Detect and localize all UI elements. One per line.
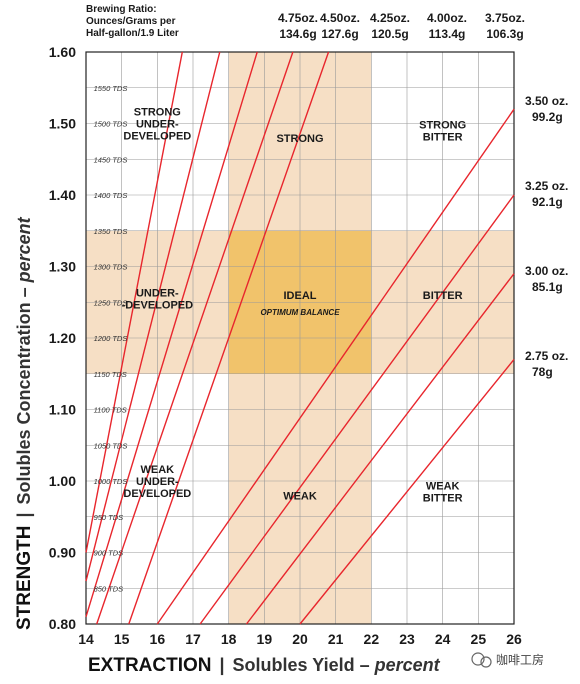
zone-label: UNDER- bbox=[136, 476, 179, 488]
tds-label: 1200 TDS bbox=[94, 334, 128, 343]
y-tick-label: 1.40 bbox=[49, 187, 76, 203]
y-tick-label: 0.80 bbox=[49, 616, 76, 632]
tds-label: 1300 TDS bbox=[94, 263, 128, 272]
ratio-line-4 bbox=[96, 51, 294, 625]
ratio-line-3.5 bbox=[156, 108, 515, 625]
ratio-line-4.25 bbox=[85, 51, 258, 618]
tds-labels: 1550 TDS 1500 TDS 1450 TDS 1400 TDS 1350 TDS… bbox=[94, 84, 128, 594]
top-ratio-oz: 4.50oz. bbox=[320, 11, 360, 25]
x-tick-label: 24 bbox=[435, 631, 451, 647]
y-tick-label: 1.10 bbox=[49, 402, 76, 418]
right-ratio-g: 85.1g bbox=[532, 280, 563, 294]
ideal-sublabel: OPTIMUM BALANCE bbox=[260, 308, 340, 317]
tds-label: 1450 TDS bbox=[94, 155, 128, 164]
right-ratio-oz: 3.00 oz. bbox=[525, 264, 568, 278]
zone-label: STRONG bbox=[419, 120, 466, 132]
zone-label: BITTER bbox=[423, 493, 463, 505]
x-tick-label: 21 bbox=[328, 631, 344, 647]
ratio-lines bbox=[85, 51, 515, 625]
y-axis-title: STRENGTH|Solubles Concentration – percen… bbox=[14, 216, 35, 630]
x-tick-label: 19 bbox=[257, 631, 273, 647]
top-ratio-g: 113.4g bbox=[429, 27, 466, 41]
right-ratio-oz: 2.75 oz. bbox=[525, 349, 568, 363]
zone-label: WEAK bbox=[141, 464, 175, 476]
zone-label: UNDER- bbox=[136, 119, 179, 131]
x-tick-label: 23 bbox=[399, 631, 415, 647]
top-ratio-oz: 3.75oz. bbox=[485, 11, 525, 25]
right-ratio-oz: 3.50 oz. bbox=[525, 94, 568, 108]
tds-label: 900 TDS bbox=[94, 549, 124, 558]
zone-label: BITTER bbox=[423, 132, 463, 144]
y-tick-label: 1.30 bbox=[49, 259, 76, 275]
ratio-line-4.5 bbox=[85, 51, 221, 582]
x-tick-label: 16 bbox=[150, 631, 166, 647]
zone-label: WEAK bbox=[426, 481, 460, 493]
tds-label: 1400 TDS bbox=[94, 191, 128, 200]
tds-label: 1150 TDS bbox=[94, 370, 127, 379]
x-tick-label: 17 bbox=[185, 631, 201, 647]
y-tick-label: 1.60 bbox=[49, 44, 76, 60]
right-ratio-g: 78g bbox=[532, 365, 553, 379]
axis-ticks: 14 15 16 17 18 19 20 21 22 23 24 25 26 0.80 0.90 1.00 1.… bbox=[49, 44, 522, 647]
tds-label: 1050 TDS bbox=[94, 441, 128, 450]
x-tick-label: 14 bbox=[78, 631, 94, 647]
top-ratio-oz: 4.25oz. bbox=[370, 11, 410, 25]
top-ratio-oz: 4.00oz. bbox=[427, 11, 467, 25]
ratio-line-4.75 bbox=[85, 51, 183, 553]
tds-label: 850 TDS bbox=[94, 584, 124, 593]
tds-label: 1550 TDS bbox=[94, 84, 128, 93]
x-axis-title: EXTRACTION | Solubles Yield – percent bbox=[88, 655, 441, 676]
top-ratio-g: 106.3g bbox=[486, 27, 523, 41]
ratio-line-2.75 bbox=[299, 359, 515, 625]
right-ratio-oz: 3.25 oz. bbox=[525, 179, 568, 193]
zone-label: STRONG bbox=[276, 133, 323, 145]
top-ratio-oz: 4.75oz. bbox=[278, 11, 318, 25]
x-tick-label: 22 bbox=[364, 631, 380, 647]
zone-label: DEVELOPED bbox=[123, 131, 191, 143]
tds-label: 1000 TDS bbox=[94, 477, 128, 486]
top-ratio-g: 120.5g bbox=[371, 27, 408, 41]
x-tick-label: 18 bbox=[221, 631, 237, 647]
brewing-ratio-header-line: Ounces/Grams per bbox=[86, 16, 176, 27]
ratio-line-3.25 bbox=[199, 194, 515, 625]
watermark-text: 咖啡工房 bbox=[496, 652, 544, 667]
zone-label: STRONG bbox=[134, 107, 181, 119]
zone-label: UNDER- bbox=[136, 288, 179, 300]
top-ratio-g: 127.6g bbox=[321, 27, 358, 41]
tds-label: 1100 TDS bbox=[94, 406, 127, 415]
zone-label: BITTER bbox=[423, 290, 463, 302]
wechat-icon-bubble bbox=[480, 656, 492, 668]
x-tick-label: 15 bbox=[114, 631, 130, 647]
ratio-line-3.75 bbox=[128, 51, 330, 625]
x-tick-label: 26 bbox=[506, 631, 522, 647]
ratio-labels: 4.75oz. 134.6g 4.50oz. 127.6g 4.25oz. 120.5g 4… bbox=[278, 11, 568, 379]
right-ratio-g: 92.1g bbox=[532, 195, 563, 209]
y-tick-label: 0.90 bbox=[49, 545, 76, 561]
zone-label: DEVELOPED bbox=[123, 488, 191, 500]
top-ratio-g: 134.6g bbox=[279, 27, 316, 41]
zone-label: IDEAL bbox=[284, 290, 317, 302]
brewing-ratio-header: Brewing Ratio:Ounces/Grams perHalf-gallo… bbox=[86, 4, 179, 39]
zone-label: -DEVELOPED bbox=[122, 300, 194, 312]
x-tick-label: 20 bbox=[292, 631, 308, 647]
y-tick-label: 1.50 bbox=[49, 116, 76, 132]
tds-label: 1500 TDS bbox=[94, 120, 128, 129]
y-tick-label: 1.20 bbox=[49, 330, 76, 346]
ratio-line-3 bbox=[245, 273, 515, 625]
wechat-icon bbox=[471, 652, 485, 666]
tds-label: 1250 TDS bbox=[94, 298, 128, 307]
y-tick-label: 1.00 bbox=[49, 473, 76, 489]
zone-label: WEAK bbox=[283, 490, 317, 502]
x-tick-label: 25 bbox=[471, 631, 487, 647]
right-ratio-g: 99.2g bbox=[532, 110, 563, 124]
brewing-ratio-header-line: Brewing Ratio: bbox=[86, 4, 157, 15]
brewing-ratio-header-line: Half-gallon/1.9 Liter bbox=[86, 28, 179, 39]
tds-label: 1350 TDS bbox=[94, 227, 128, 236]
tds-label: 950 TDS bbox=[94, 513, 124, 522]
watermark: 咖啡工房 bbox=[471, 652, 544, 668]
